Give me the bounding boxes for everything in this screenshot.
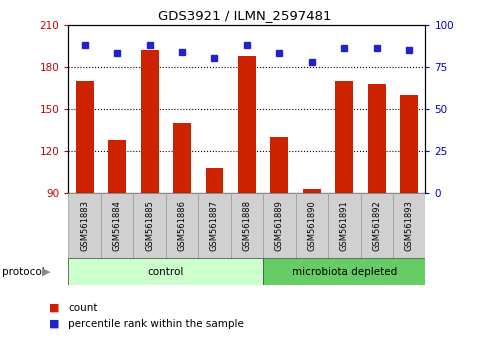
Bar (327, 193, 360, 258)
Bar (68, 258, 263, 285)
Text: GSM561888: GSM561888 (242, 200, 251, 251)
Text: GSM561884: GSM561884 (112, 200, 122, 251)
Text: percentile rank within the sample: percentile rank within the sample (68, 319, 244, 329)
Text: GSM561885: GSM561885 (145, 200, 154, 251)
Bar (295, 193, 327, 258)
Bar (238, 56, 255, 193)
Text: GSM561892: GSM561892 (371, 200, 381, 251)
Bar (205, 168, 223, 193)
Text: GSM561887: GSM561887 (209, 200, 219, 251)
Text: GDS3921 / ILMN_2597481: GDS3921 / ILMN_2597481 (158, 9, 330, 22)
Text: protocol: protocol (2, 267, 45, 277)
Bar (68, 193, 101, 258)
Bar (263, 193, 295, 258)
Text: ▶: ▶ (41, 267, 50, 277)
Bar (360, 193, 392, 258)
Text: GSM561886: GSM561886 (177, 200, 186, 251)
Bar (141, 50, 158, 193)
Bar (173, 123, 191, 193)
Bar (400, 95, 417, 193)
Text: GSM561889: GSM561889 (274, 200, 284, 251)
Bar (230, 193, 263, 258)
Text: GSM561893: GSM561893 (404, 200, 413, 251)
Bar (165, 193, 198, 258)
Bar (108, 140, 126, 193)
Text: microbiota depleted: microbiota depleted (291, 267, 396, 277)
Text: GSM561890: GSM561890 (307, 200, 316, 251)
Bar (101, 193, 133, 258)
Bar (367, 84, 385, 193)
Text: ■: ■ (49, 319, 59, 329)
Bar (76, 81, 93, 193)
Text: control: control (147, 267, 183, 277)
Bar (335, 81, 352, 193)
Bar (133, 193, 165, 258)
Bar (392, 193, 425, 258)
Text: ■: ■ (49, 303, 59, 313)
Bar (198, 193, 230, 258)
Text: GSM561891: GSM561891 (339, 200, 348, 251)
Bar (270, 137, 288, 193)
Bar (302, 189, 320, 193)
Bar (263, 258, 425, 285)
Text: GSM561883: GSM561883 (80, 200, 89, 251)
Text: count: count (68, 303, 98, 313)
